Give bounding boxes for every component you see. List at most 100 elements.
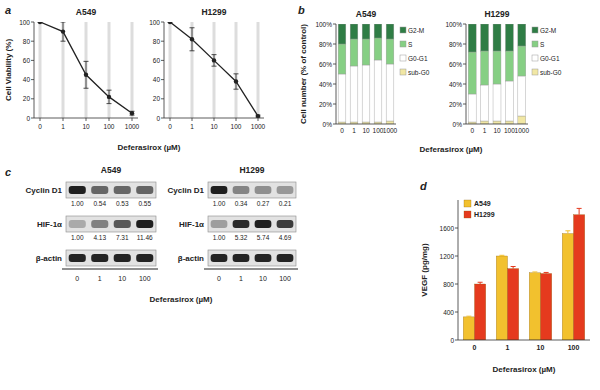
marker [107, 95, 111, 99]
bar-segment [468, 24, 476, 52]
bar-segment [362, 24, 370, 39]
y-tick [161, 60, 164, 61]
y-tick-label: 1200 [440, 253, 455, 260]
y-tick [161, 98, 164, 99]
plot-area [38, 22, 135, 115]
band [136, 220, 153, 228]
bar [529, 273, 540, 340]
x-axis-label: Deferasirox (µM) [118, 143, 181, 152]
bar-segment [505, 51, 513, 81]
lane-label: 100 [279, 275, 291, 282]
y-axis [34, 22, 35, 118]
band [114, 220, 131, 228]
bar [574, 215, 585, 340]
lane-label: 1 [239, 275, 243, 282]
x-tick-label: 1000 [383, 127, 398, 134]
bar-segment [362, 65, 370, 122]
error-bar [511, 267, 516, 269]
y-tick [463, 84, 466, 85]
y-axis [458, 200, 459, 340]
bar-segment [338, 24, 346, 44]
y-tick-label: 0% [323, 121, 333, 128]
y-tick [161, 118, 164, 119]
x-tick-label: 0 [168, 123, 172, 130]
x-tick [109, 118, 110, 121]
grid-line [39, 22, 42, 118]
legend-label: G2-M [540, 27, 556, 34]
band-value: 4.69 [279, 234, 292, 241]
x-tick-label: 10 [362, 127, 370, 134]
y-tick [463, 24, 466, 25]
band-value: 5.74 [257, 234, 270, 241]
band [91, 186, 108, 194]
error-bar [84, 61, 89, 88]
row-label: β-actin [178, 254, 204, 263]
bar [496, 256, 507, 340]
plot-area [338, 24, 394, 124]
bar-segment [518, 116, 526, 124]
band [277, 186, 294, 194]
y-tick [161, 79, 164, 80]
band [211, 254, 228, 262]
band-value: 4.13 [93, 234, 106, 241]
row-label: β-actin [36, 254, 62, 263]
y-tick-label: 0 [450, 337, 454, 344]
x-tick-label: 10 [537, 344, 545, 351]
y-tick [31, 98, 34, 99]
y-tick-label: 1600 [440, 225, 455, 232]
y-tick [463, 104, 466, 105]
lane-label: 1 [98, 275, 102, 282]
x-tick [192, 118, 193, 121]
error-bar [565, 231, 570, 234]
bar-segment [468, 52, 476, 94]
bar [475, 284, 486, 340]
bar-segment [518, 46, 526, 76]
bar-segment [518, 24, 526, 46]
y-tick-label: 100% [315, 21, 332, 28]
error-bar [478, 282, 483, 284]
y-tick-label: 20% [449, 101, 462, 108]
error-bar [544, 272, 549, 273]
legend-label: H1299 [474, 211, 495, 218]
y-axis [336, 24, 337, 124]
band [277, 220, 294, 228]
x-tick-label: 0 [38, 123, 42, 130]
lane-label: 0 [75, 275, 79, 282]
blot-strip [208, 216, 296, 232]
plot-area [168, 22, 261, 118]
legend-swatch [400, 69, 406, 75]
x-axis [336, 124, 396, 125]
bar [463, 317, 474, 340]
legend-swatch [532, 55, 538, 61]
legend-label: sub-G0 [540, 69, 562, 76]
legend-swatch [464, 200, 471, 207]
x-tick-label: 1000 [515, 127, 530, 134]
row-label: HIF-1α [37, 220, 62, 229]
legend-swatch [532, 41, 538, 47]
bar [541, 274, 552, 341]
bar-segment [386, 121, 394, 124]
x-tick-label: 1 [506, 344, 510, 351]
x-tick [170, 118, 171, 121]
marker [130, 111, 134, 115]
marker [256, 114, 260, 118]
band-value: 0.27 [257, 200, 270, 207]
y-tick [455, 340, 458, 341]
plot-area [468, 24, 526, 124]
y-tick-label: 40 [23, 76, 31, 83]
y-tick-label: 40 [153, 76, 161, 83]
bar-segment [505, 81, 513, 121]
band-value: 1.00 [71, 234, 84, 241]
band [277, 254, 294, 262]
row-label: HIF-1α [179, 220, 204, 229]
y-tick-label: 20 [23, 95, 31, 102]
y-tick [333, 64, 336, 65]
x-tick-label: 1000 [251, 123, 266, 130]
x-tick [214, 118, 215, 121]
y-axis [164, 22, 165, 118]
x-axis [458, 340, 590, 341]
legend-label: S [540, 41, 545, 48]
band [255, 220, 272, 228]
lane-label: 10 [259, 275, 267, 282]
band [211, 220, 228, 228]
